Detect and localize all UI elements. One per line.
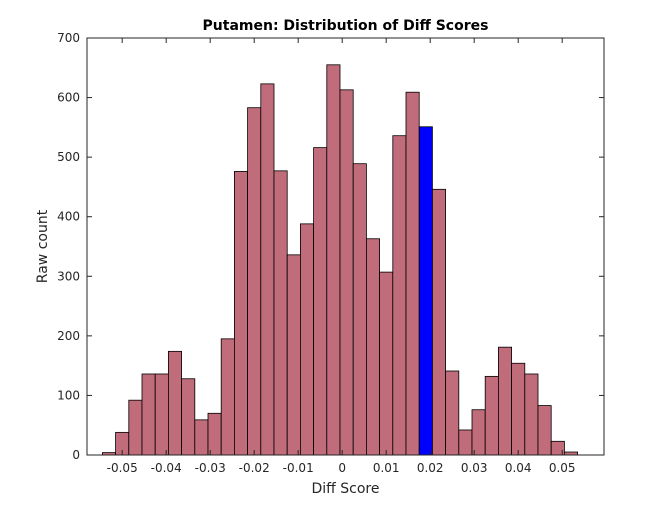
histogram-bar — [524, 373, 539, 456]
histogram-bar — [326, 64, 341, 456]
histogram-bar — [497, 346, 512, 456]
histogram-bar — [445, 370, 460, 456]
histogram-bar — [273, 170, 288, 456]
x-tick-label: 0.02 — [417, 461, 444, 475]
y-tick-label: 600 — [57, 91, 80, 105]
y-tick-label: 700 — [57, 31, 80, 45]
x-tick-label: 0 — [338, 461, 346, 475]
y-axis-label: Raw count — [35, 209, 51, 283]
y-tick-label: 400 — [57, 210, 80, 224]
x-tick-label: -0.03 — [195, 461, 226, 475]
histogram-bar — [247, 107, 262, 456]
histogram-bar — [392, 135, 407, 456]
y-tick-label: 0 — [72, 448, 80, 462]
y-tick-label: 100 — [57, 388, 80, 402]
y-tick-label: 500 — [57, 150, 80, 164]
x-tick-label: 0.05 — [549, 461, 576, 475]
histogram-bar — [484, 375, 499, 456]
x-tick-label: -0.04 — [151, 461, 182, 475]
x-axis-label: Diff Score — [312, 481, 380, 497]
x-tick-label: 0.03 — [461, 461, 488, 475]
x-tick-label: 0.01 — [373, 461, 400, 475]
histogram-bar — [233, 171, 248, 456]
histogram-bar — [313, 147, 328, 456]
histogram-bar — [207, 412, 222, 456]
histogram-bar — [352, 163, 367, 456]
y-tick-label: 200 — [57, 329, 80, 343]
x-tick-label: -0.02 — [239, 461, 270, 475]
x-tick-label: -0.05 — [107, 461, 138, 475]
histogram-bar — [167, 350, 182, 456]
histogram-bar — [181, 378, 196, 456]
x-tick-label: 0.04 — [505, 461, 532, 475]
ticks-group: -0.05 -0.04 -0.03 -0.02 -0.01 0 0.01 0.02 0.03 0.… — [57, 31, 604, 475]
histogram-bar — [365, 238, 380, 456]
histogram-bar — [379, 271, 394, 456]
histogram-bar — [194, 419, 209, 456]
histogram-bar — [128, 399, 143, 456]
histogram-bar — [299, 223, 314, 456]
bars-group — [102, 64, 579, 456]
histogram-bar — [154, 373, 169, 456]
histogram-bar — [286, 254, 301, 456]
histogram-bar-highlighted — [418, 126, 433, 456]
histogram-bar — [431, 188, 446, 456]
histogram-bar — [141, 373, 156, 456]
histogram-bar — [511, 362, 526, 456]
histogram-bar — [339, 89, 354, 456]
plot-frame — [86, 37, 605, 456]
x-tick-label: -0.01 — [283, 461, 314, 475]
y-tick-label: 300 — [57, 269, 80, 283]
histogram-bar — [458, 429, 473, 456]
histogram-bar — [260, 83, 275, 456]
chart-title: Putamen: Distribution of Diff Scores — [203, 18, 489, 34]
histogram-bar — [537, 405, 552, 456]
histogram-bar — [405, 91, 420, 456]
histogram-bar — [471, 409, 486, 456]
histogram-bar — [220, 338, 235, 456]
